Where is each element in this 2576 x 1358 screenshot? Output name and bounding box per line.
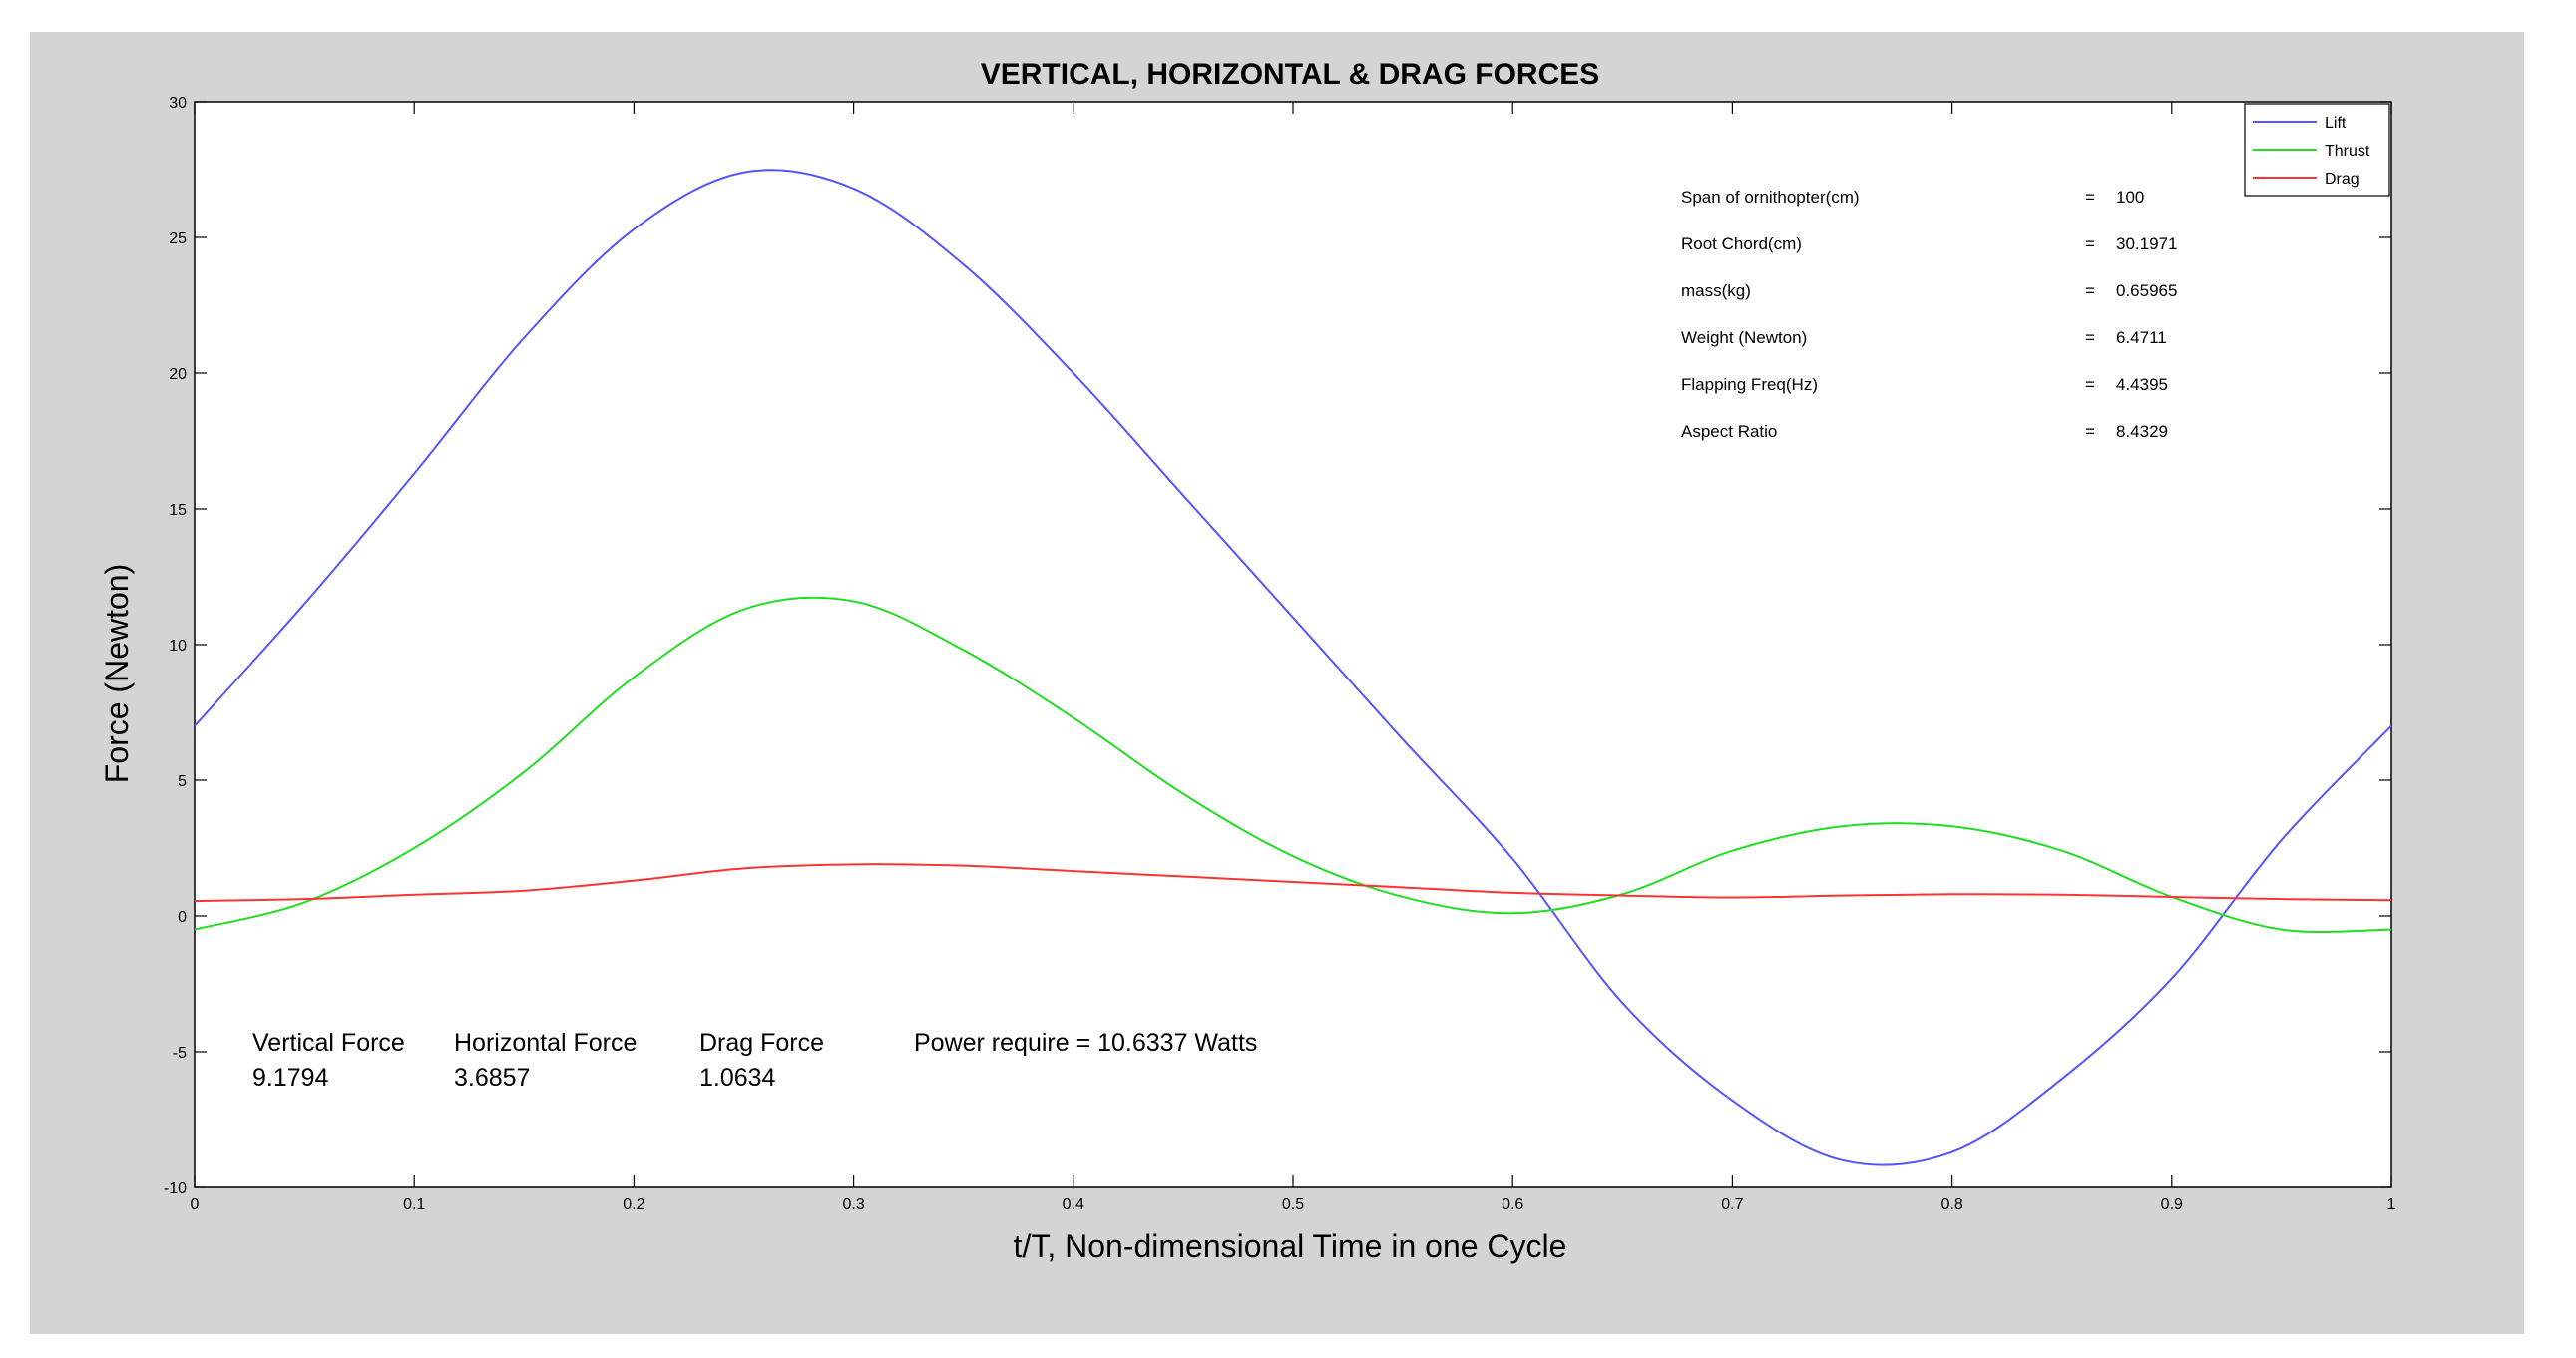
param-equals: = xyxy=(2085,281,2095,300)
y-tick-label: 20 xyxy=(169,366,187,383)
summary-label: Vertical Force xyxy=(252,1029,405,1057)
series-group xyxy=(194,169,2392,1166)
param-value: 30.1971 xyxy=(2116,234,2177,253)
y-tick-label: -10 xyxy=(164,1180,187,1197)
y-tick-label: 15 xyxy=(169,502,187,519)
x-tick-label: 0.6 xyxy=(1502,1196,1523,1213)
series-line-thrust xyxy=(194,596,2392,934)
param-label: Flapping Freq(Hz) xyxy=(1681,375,1818,394)
legend-label: Thrust xyxy=(2325,143,2370,160)
summary-label: Horizontal Force xyxy=(454,1029,637,1057)
summary-value: 3.6857 xyxy=(454,1064,530,1092)
y-tick-label: -5 xyxy=(173,1045,187,1062)
parameter-table: Span of ornithopter(cm) = 100 Root Chord(cm… xyxy=(1681,188,2177,441)
force-summary: Vertical Force 9.1794 Horizontal Force 3.68… xyxy=(252,1029,1257,1092)
param-equals: = xyxy=(2085,328,2095,347)
x-tick-label: 0.4 xyxy=(1063,1196,1084,1213)
param-value: 0.65965 xyxy=(2116,281,2177,300)
param-label: mass(kg) xyxy=(1681,281,1751,300)
y-tick-label: 5 xyxy=(178,773,187,790)
summary-value: 9.1794 xyxy=(252,1064,329,1092)
plot-area xyxy=(194,101,2392,1188)
y-tick-label: 10 xyxy=(169,638,187,655)
param-equals: = xyxy=(2085,234,2095,253)
param-equals: = xyxy=(2085,422,2095,441)
axis-ticks: 0 0.1 0.2 0.3 0.4 0.5 0.6 0.7 0.8 0.9 1 -10 -5 0 5 10 15… xyxy=(164,95,2396,1213)
y-axis-label: Force (Newton) xyxy=(99,564,135,784)
x-tick-label: 0.2 xyxy=(623,1196,644,1213)
legend-label: Drag xyxy=(2325,171,2360,188)
chart-title: VERTICAL, HORIZONTAL & DRAG FORCES xyxy=(981,58,1600,91)
y-tick-label: 30 xyxy=(169,95,187,112)
x-tick-label: 0.3 xyxy=(842,1196,864,1213)
param-equals: = xyxy=(2085,375,2095,394)
figure-window: VERTICAL, HORIZONTAL & DRAG FORCES 0 0.1 0… xyxy=(30,32,2524,1334)
param-value: 8.4329 xyxy=(2116,422,2168,441)
param-value: 6.4711 xyxy=(2116,328,2167,347)
x-tick-label: 0.9 xyxy=(2161,1196,2183,1213)
legend: Lift Thrust Drag xyxy=(2244,103,2390,197)
x-tick-label: 0 xyxy=(191,1196,200,1213)
series-line-drag xyxy=(194,863,2392,903)
x-tick-label: 0.1 xyxy=(403,1196,425,1213)
param-value: 4.4395 xyxy=(2116,375,2168,394)
param-label: Weight (Newton) xyxy=(1681,328,1807,347)
x-tick-label: 0.5 xyxy=(1282,1196,1304,1213)
param-value: 100 xyxy=(2116,188,2144,207)
param-label: Root Chord(cm) xyxy=(1681,234,1802,253)
chart: VERTICAL, HORIZONTAL & DRAG FORCES 0 0.1 0… xyxy=(99,58,2396,1264)
param-label: Aspect Ratio xyxy=(1681,422,1777,441)
x-tick-label: 1 xyxy=(2387,1196,2396,1213)
y-tick-label: 0 xyxy=(178,909,187,926)
summary-value: 1.0634 xyxy=(699,1064,776,1092)
y-tick-label: 25 xyxy=(169,230,187,247)
x-tick-label: 0.8 xyxy=(1940,1196,1962,1213)
legend-label: Lift xyxy=(2325,115,2347,132)
x-axis-label: t/T, Non-dimensional Time in one Cycle xyxy=(1014,1228,1567,1264)
param-equals: = xyxy=(2085,188,2095,207)
series-line-lift xyxy=(194,169,2392,1166)
summary-label: Drag Force xyxy=(699,1029,824,1057)
param-label: Span of ornithopter(cm) xyxy=(1681,188,1860,207)
power-required-text: Power require = 10.6337 Watts xyxy=(914,1029,1257,1057)
x-tick-label: 0.7 xyxy=(1721,1196,1743,1213)
